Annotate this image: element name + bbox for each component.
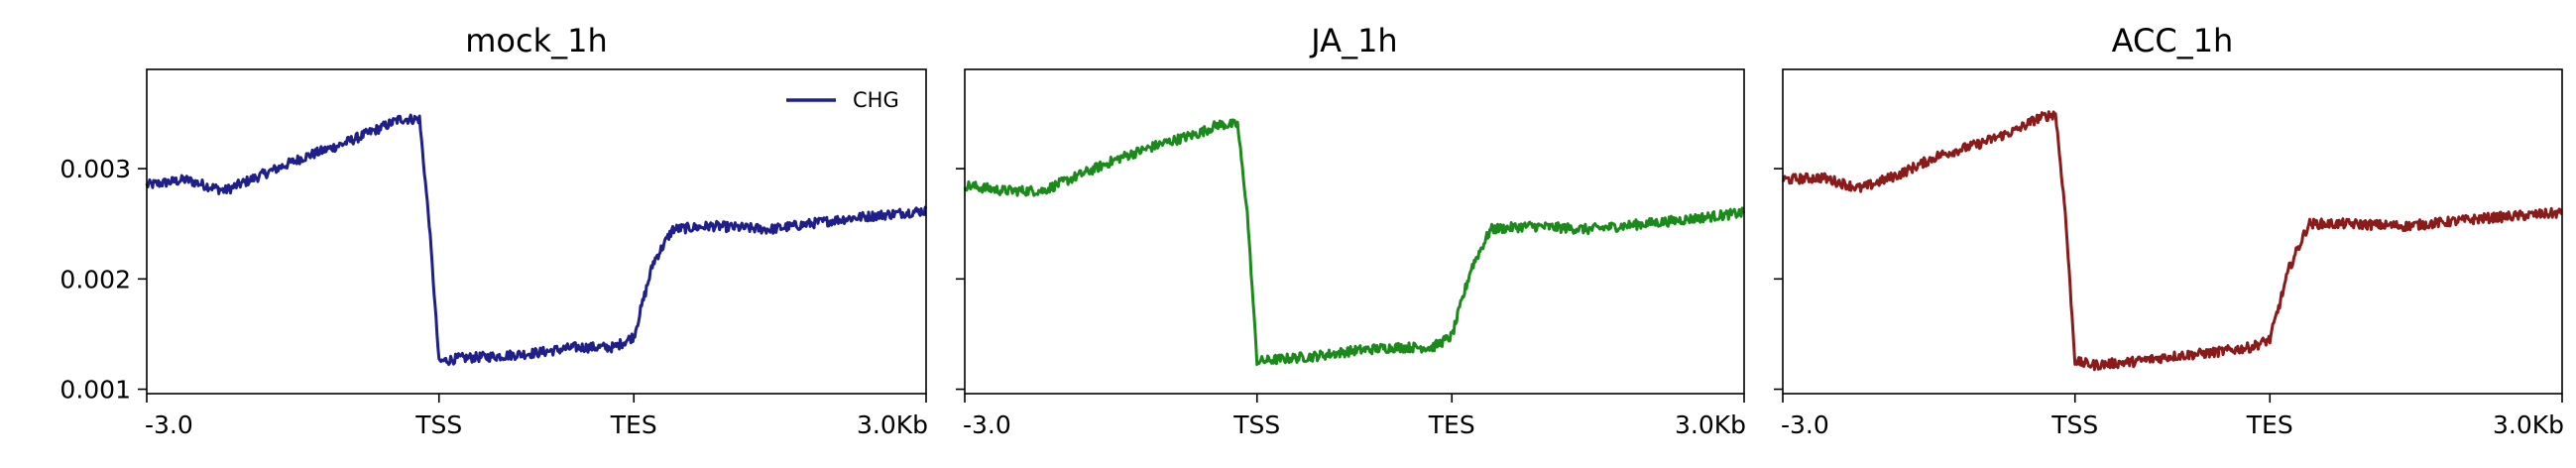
x-tick-label: -3.0 [145, 410, 193, 439]
legend-label: CHG [853, 88, 899, 112]
panel-JA_1h: JA_1h -3.0 TSS TES 3.0Kb [956, 22, 1746, 439]
axes-frame [146, 68, 927, 395]
y-tick-label: 0.001 [59, 376, 131, 405]
x-tick-label: -3.0 [963, 410, 1011, 439]
series-line-CHG [145, 113, 928, 367]
panel-mock_1h: mock_1h 0.001 0.002 0.003 -3.0 TSS TES 3.0Kb CHG [59, 22, 928, 439]
panel-title: ACC_1h [2112, 22, 2234, 59]
y-tick-label: 0.003 [59, 155, 131, 183]
panel-title: JA_1h [1309, 22, 1397, 59]
series-line-CHG [1781, 110, 2563, 372]
series-line-CHG [963, 118, 1746, 367]
x-tick-label: TES [1428, 410, 1475, 439]
x-tick-label: TSS [414, 410, 462, 439]
x-tick-label: TES [610, 410, 657, 439]
x-tick-label: TSS [2050, 410, 2098, 439]
x-tick-label: -3.0 [1781, 410, 1829, 439]
x-tick-label: TES [2246, 410, 2293, 439]
x-tick-label: 3.0Kb [857, 410, 928, 439]
axes-frame [964, 68, 1745, 395]
panel-title: mock_1h [465, 22, 608, 59]
x-tick-label: TSS [1232, 410, 1280, 439]
axes-frame [1782, 68, 2563, 395]
x-tick-label: 3.0Kb [2493, 410, 2564, 439]
y-tick-label: 0.002 [59, 265, 131, 293]
legend: CHG [786, 88, 899, 112]
panel-ACC_1h: ACC_1h -3.0 TSS TES 3.0Kb [1774, 22, 2564, 439]
x-tick-label: 3.0Kb [1675, 410, 1746, 439]
